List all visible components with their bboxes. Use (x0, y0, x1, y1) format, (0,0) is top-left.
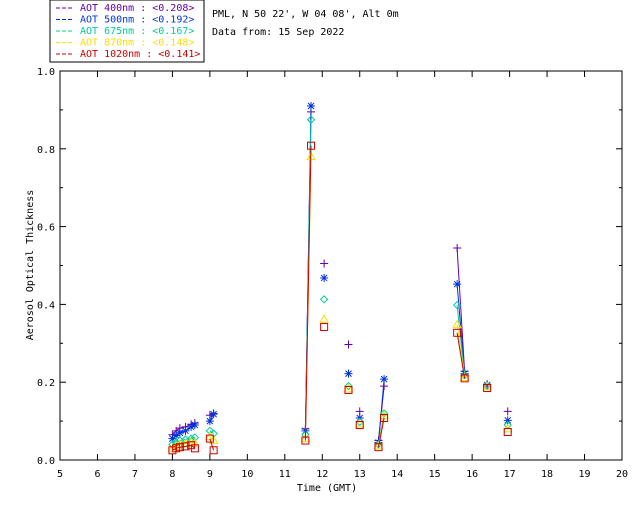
series-line (378, 379, 385, 443)
data-point (503, 416, 512, 425)
x-tick-label: 19 (579, 469, 591, 480)
axes: 5 6 7 8 9 10 11 12 13 14 15 16 17 18 19 20 0.0 0.2 0.4 0.6 0… (37, 67, 628, 480)
data-point (503, 427, 512, 436)
data-point (205, 434, 214, 443)
y-tick-label: 1.0 (37, 67, 55, 78)
data-point (344, 369, 353, 378)
x-tick-label: 15 (429, 469, 441, 480)
data-point (208, 435, 219, 445)
data-point (209, 410, 218, 419)
x-tick-label: 12 (316, 469, 328, 480)
data-point (300, 433, 311, 443)
data-point (354, 418, 365, 428)
series-line (304, 145, 312, 441)
data-point (190, 420, 199, 429)
data-point (319, 314, 330, 323)
legend: AOT 400nm : <0.208>AOT 500nm : <0.192>AO… (49, 0, 205, 63)
y-tick-label: 0.0 (37, 456, 55, 467)
legend-entry: AOT 500nm : <0.192> (80, 15, 194, 26)
data-point (190, 433, 200, 442)
y-tick-label: 0.2 (37, 378, 55, 389)
x-tick-label: 17 (504, 469, 516, 480)
series-line (456, 332, 466, 379)
series-line (209, 438, 215, 451)
data-point (307, 102, 316, 111)
x-tick-label: 11 (279, 469, 291, 480)
plot-frame (59, 70, 623, 461)
data-point (175, 428, 184, 437)
data-point (452, 300, 462, 310)
data-point (187, 422, 196, 431)
data-point (374, 443, 383, 452)
data-point (344, 385, 353, 394)
legend-box (49, 0, 205, 63)
x-tick-label: 14 (391, 469, 403, 480)
legend-entry: AOT 870nm : <0.148> (80, 38, 194, 49)
x-tick-label: 8 (169, 469, 175, 480)
x-tick-label: 6 (94, 469, 100, 480)
data-point (453, 280, 462, 289)
legend-entry: AOT 1020nm : <0.141> (80, 49, 200, 60)
data-point (320, 259, 329, 268)
data-point (301, 436, 310, 445)
y-tick-label: 0.8 (37, 145, 55, 156)
y-tick-label: 0.6 (37, 223, 55, 234)
data-point (483, 384, 492, 393)
data-point (319, 295, 329, 304)
x-tick-label: 20 (616, 469, 628, 480)
x-axis-label: Time (GMT) (297, 483, 357, 494)
legend-entry: AOT 400nm : <0.208> (80, 3, 194, 14)
x-tick-label: 18 (541, 469, 553, 480)
data-point (460, 370, 469, 380)
data-point (355, 420, 364, 429)
data-point (175, 443, 184, 452)
series-line (456, 247, 466, 372)
data-point (482, 381, 492, 391)
data-point (373, 440, 384, 450)
data-point (209, 446, 218, 455)
data-point (453, 243, 462, 252)
x-tick-label: 9 (207, 469, 213, 480)
data-point (307, 141, 316, 150)
data-point (459, 372, 470, 382)
series-line (378, 417, 385, 448)
data-point (355, 417, 364, 427)
data-point (380, 375, 389, 384)
data-point (205, 426, 215, 436)
data-point (460, 374, 469, 383)
data-point (172, 431, 181, 440)
data-point (344, 381, 353, 391)
station-info: PML, N 50 22', W 04 08', Alt 0m (212, 9, 399, 20)
data-point (320, 273, 329, 282)
y-axis-label: Aerosol Optical Thickness (25, 190, 36, 341)
x-tick-label: 16 (466, 469, 478, 480)
legend-entry: AOT 675nm : <0.167> (80, 26, 194, 37)
series-line (456, 305, 466, 376)
data-point (453, 328, 462, 337)
data-point (344, 340, 353, 349)
data-point (181, 426, 190, 435)
data-point (320, 322, 329, 331)
x-tick-label: 10 (241, 469, 253, 480)
data-point (452, 319, 463, 329)
data-point (380, 413, 389, 422)
data-point (343, 383, 354, 393)
x-tick-label: 5 (57, 469, 63, 480)
date-info: Data from: 15 Sep 2022 (212, 27, 344, 38)
x-tick-label: 13 (354, 469, 366, 480)
series-layer (167, 102, 513, 455)
y-tick-label: 0.4 (37, 300, 55, 311)
x-tick-label: 7 (132, 469, 138, 480)
data-point (503, 407, 512, 416)
data-point (306, 115, 316, 124)
data-point (168, 434, 177, 443)
data-point (205, 417, 214, 426)
data-point (190, 444, 199, 453)
data-point (181, 442, 190, 451)
